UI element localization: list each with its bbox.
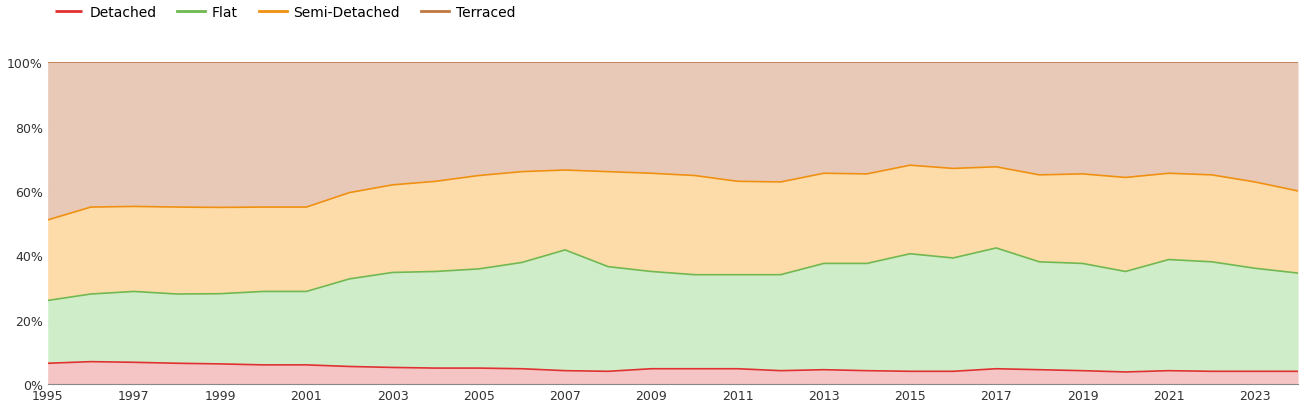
Legend: Detached, Flat, Semi-Detached, Terraced: Detached, Flat, Semi-Detached, Terraced — [55, 6, 515, 20]
